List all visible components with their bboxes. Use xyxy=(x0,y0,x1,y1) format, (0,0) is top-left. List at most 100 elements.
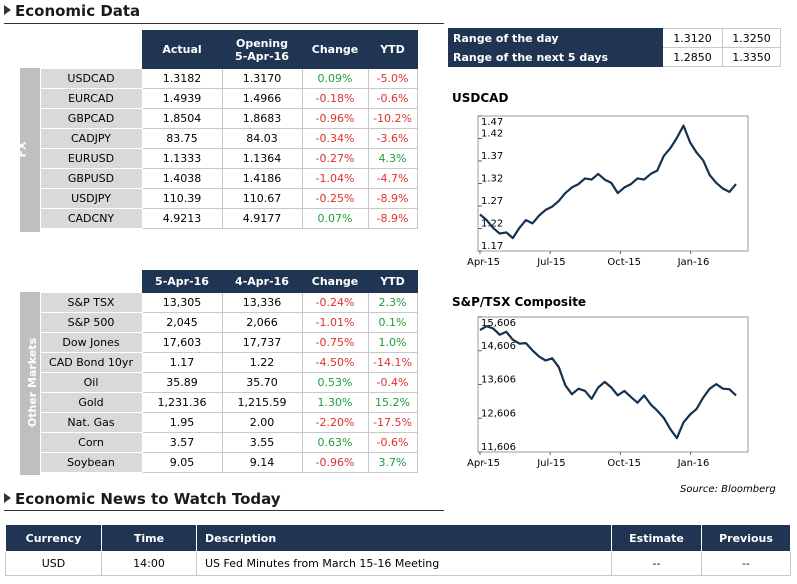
market-value-1: 1.17 xyxy=(141,352,223,373)
fx-pair-name: CADCNY xyxy=(39,208,143,229)
news-header-currency: Currency xyxy=(5,524,102,552)
market-ytd: -14.1% xyxy=(367,352,418,373)
fx-opening: 1.4966 xyxy=(221,88,303,109)
fx-opening: 1.3170 xyxy=(221,68,303,89)
header-opening: Opening 5-Apr-16 xyxy=(221,30,303,69)
x-tick-label: Jan-16 xyxy=(677,257,710,268)
market-value-1: 1,231.36 xyxy=(141,392,223,413)
market-name: Oil xyxy=(39,372,143,393)
fx-row: GBPCAD 1.8504 1.8683 -0.96% -10.2% xyxy=(20,108,418,129)
fx-actual: 4.9213 xyxy=(141,208,223,229)
fx-change: -0.25% xyxy=(301,188,369,209)
fx-change: 0.07% xyxy=(301,208,369,229)
fx-opening: 4.9177 xyxy=(221,208,303,229)
blank-cell xyxy=(20,270,40,293)
market-value-2: 1.22 xyxy=(221,352,303,373)
source-note: Source: Bloomberg xyxy=(680,484,776,495)
market-value-1: 9.05 xyxy=(141,452,223,473)
range-day-high: 1.3250 xyxy=(722,28,781,48)
market-value-2: 2.00 xyxy=(221,412,303,433)
range-table: Range of the day 1.3120 1.3250 Range of … xyxy=(448,28,781,67)
header-ytd: YTD xyxy=(367,270,418,293)
market-value-2: 35.70 xyxy=(221,372,303,393)
fx-pair-name: GBPCAD xyxy=(39,108,143,129)
market-name: CAD Bond 10yr xyxy=(39,352,143,373)
fx-actual: 1.3182 xyxy=(141,68,223,89)
y-tick-label: 1.22 xyxy=(481,219,503,230)
market-ytd: 0.1% xyxy=(367,312,418,333)
fx-actual: 1.1333 xyxy=(141,148,223,169)
fx-opening: 1.4186 xyxy=(221,168,303,189)
header-opening-line2: 5-Apr-16 xyxy=(235,49,289,63)
market-value-2: 13,336 xyxy=(221,292,303,313)
market-change: -4.50% xyxy=(301,352,369,373)
fx-change: -0.18% xyxy=(301,88,369,109)
market-value-2: 9.14 xyxy=(221,452,303,473)
fx-row: EURCAD 1.4939 1.4966 -0.18% -0.6% xyxy=(20,88,418,109)
market-change: -0.96% xyxy=(301,452,369,473)
market-row: Nat. Gas 1.95 2.00 -2.20% -17.5% xyxy=(20,412,418,433)
fx-pair-name: USDCAD xyxy=(39,68,143,89)
fx-actual: 83.75 xyxy=(141,128,223,149)
market-ytd: 1.0% xyxy=(367,332,418,353)
markets-side-label: Other Markets xyxy=(26,337,40,428)
market-value-2: 3.55 xyxy=(221,432,303,453)
fx-ytd: 4.3% xyxy=(367,148,418,169)
market-name: Gold xyxy=(39,392,143,413)
market-change: 1.30% xyxy=(301,392,369,413)
markets-side-bar xyxy=(20,292,40,475)
plot-frame xyxy=(477,316,749,453)
market-name: S&P 500 xyxy=(39,312,143,333)
market-change: 0.53% xyxy=(301,372,369,393)
x-tick-label: Oct-15 xyxy=(607,257,641,268)
market-change: -2.20% xyxy=(301,412,369,433)
fx-pair-name: GBPUSD xyxy=(39,168,143,189)
fx-row: CADCNY 4.9213 4.9177 0.07% -8.9% xyxy=(20,208,418,229)
header-change: Change xyxy=(301,270,369,293)
y-tick-label: 12,606 xyxy=(481,408,516,419)
market-name: Dow Jones xyxy=(39,332,143,353)
fx-change: -1.04% xyxy=(301,168,369,189)
triangle-bullet-icon xyxy=(4,5,11,15)
range-week-high: 1.3350 xyxy=(722,47,781,67)
market-change: -0.75% xyxy=(301,332,369,353)
market-ytd: 15.2% xyxy=(367,392,418,413)
x-tick-label: Oct-15 xyxy=(607,458,641,469)
fx-side-label: FX xyxy=(15,141,29,158)
fx-opening: 84.03 xyxy=(221,128,303,149)
range-week-label: Range of the next 5 days xyxy=(448,47,663,67)
market-row: CAD Bond 10yr 1.17 1.22 -4.50% -14.1% xyxy=(20,352,418,373)
y-tick-label: 1.47 xyxy=(481,117,503,128)
fx-row: EURUSD 1.1333 1.1364 -0.27% 4.3% xyxy=(20,148,418,169)
blank-cell xyxy=(40,270,142,293)
fx-actual: 110.39 xyxy=(141,188,223,209)
news-previous: -- xyxy=(701,551,791,576)
news-row: USD 14:00 US Fed Minutes from March 15-1… xyxy=(5,551,791,576)
header-ytd: YTD xyxy=(367,30,418,69)
section-title-news: Economic News to Watch Today xyxy=(4,490,281,508)
fx-opening: 1.1364 xyxy=(221,148,303,169)
x-tick-label: Jul-15 xyxy=(536,458,565,469)
y-tick-label: 13,606 xyxy=(481,375,516,386)
news-title-text: Economic News to Watch Today xyxy=(15,490,281,508)
y-tick-label: 1.37 xyxy=(481,151,503,162)
section-title-economic-data: Economic Data xyxy=(4,2,140,20)
fx-ytd: -5.0% xyxy=(367,68,418,89)
range-day-label: Range of the day xyxy=(448,28,663,48)
x-tick-label: Apr-15 xyxy=(467,458,500,469)
market-value-2: 17,737 xyxy=(221,332,303,353)
market-ytd: -17.5% xyxy=(367,412,418,433)
market-value-1: 1.95 xyxy=(141,412,223,433)
fx-ytd: -8.9% xyxy=(367,208,418,229)
market-row: Gold 1,231.36 1,215.59 1.30% 15.2% xyxy=(20,392,418,413)
blank-cell xyxy=(20,30,40,69)
fx-change: -0.34% xyxy=(301,128,369,149)
triangle-bullet-icon xyxy=(4,493,11,503)
tsx-chart: 11,606 12,606 13,606 14,606 15,606 Apr-15 Jul-… xyxy=(467,316,749,469)
plot-frame xyxy=(477,115,749,252)
fx-side-bar xyxy=(20,68,40,232)
header-date-1: 5-Apr-16 xyxy=(141,270,223,293)
market-value-1: 2,045 xyxy=(141,312,223,333)
header-actual: Actual xyxy=(141,30,223,69)
market-ytd: 3.7% xyxy=(367,452,418,473)
